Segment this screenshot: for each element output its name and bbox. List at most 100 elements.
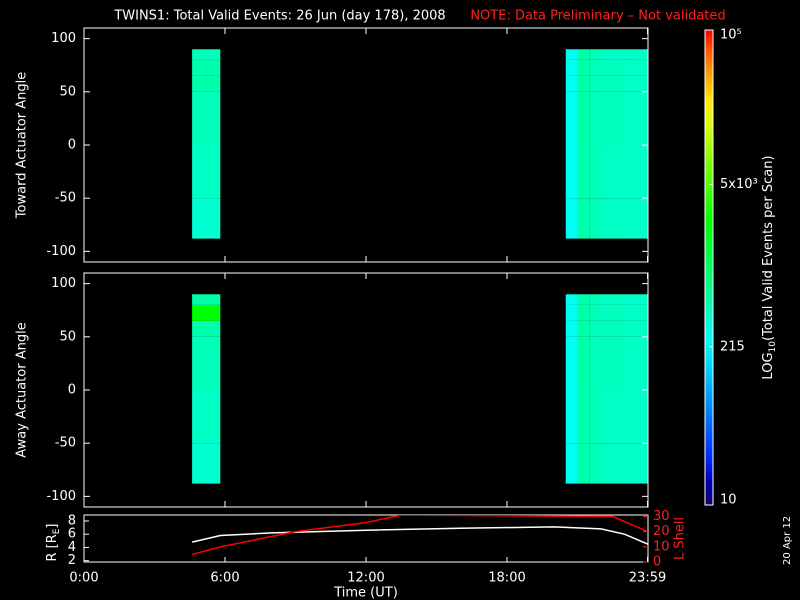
- heat-cell: [589, 294, 601, 305]
- heat-cell: [624, 336, 648, 390]
- label-part: LOG: [761, 352, 776, 379]
- heat-cell: [565, 145, 578, 199]
- heat-cell: [577, 304, 590, 321]
- colorbar-tick-label: 215: [720, 339, 745, 354]
- heat-cell: [624, 75, 648, 92]
- colorbar-tick-label: 5x10³: [720, 177, 758, 192]
- heat-cell: [589, 49, 601, 60]
- heat-cell: [624, 443, 648, 484]
- heat-cell: [589, 390, 601, 444]
- heat-cell: [565, 390, 578, 444]
- colorbar-tick-label: 10⁵: [720, 28, 742, 43]
- heat-cell: [601, 145, 625, 199]
- axis-label: R [RE]: [45, 523, 62, 561]
- heat-cell: [624, 320, 648, 337]
- y-tick-label: -50: [55, 436, 76, 451]
- y2-tick-label: 20: [653, 524, 670, 539]
- heat-cell: [601, 198, 625, 239]
- heat-cell: [192, 304, 221, 321]
- heat-cell: [601, 390, 625, 444]
- heat-cell: [577, 336, 590, 390]
- heat-cell: [601, 49, 625, 60]
- heat-cell: [577, 294, 590, 305]
- heat-cell: [601, 336, 625, 390]
- heat-cell: [601, 320, 625, 337]
- y-tick-label: -100: [46, 244, 76, 259]
- heat-cell: [192, 320, 221, 337]
- heat-cell: [589, 336, 601, 390]
- heat-cell: [192, 443, 221, 484]
- y2-tick-label: 0: [653, 555, 661, 570]
- heat-cell: [192, 59, 221, 76]
- heat-cell: [577, 390, 590, 444]
- heat-cell: [589, 304, 601, 321]
- y-axis-label: Away Actuator Angle: [15, 322, 30, 457]
- y-tick-label: 6: [68, 527, 76, 542]
- heat-cell: [565, 304, 578, 321]
- label-part: E: [52, 528, 62, 534]
- plot-frame: [83, 272, 649, 508]
- x-axis-label: Time (UT): [333, 586, 398, 600]
- x-tick-label: 18:00: [488, 571, 525, 586]
- heat-cell: [589, 443, 601, 484]
- heat-cell: [601, 304, 625, 321]
- plot-frame: [83, 27, 649, 263]
- heat-cell: [589, 145, 601, 199]
- y-tick-label: 0: [68, 138, 76, 153]
- heat-cell: [624, 304, 648, 321]
- axis-label: LOG10(Total Valid Events per Scan): [761, 155, 778, 379]
- date-stamp: 20 Apr 12: [782, 516, 793, 565]
- y-tick-label: 100: [51, 31, 76, 46]
- heat-cell: [601, 443, 625, 484]
- y2-tick-label: 30: [653, 509, 670, 524]
- heat-cell: [589, 198, 601, 239]
- y-tick-label: -100: [46, 489, 76, 504]
- series-line: [191, 515, 648, 556]
- heat-cell: [192, 198, 221, 239]
- heat-cell: [589, 75, 601, 92]
- x-tick-label: 23:59: [629, 571, 666, 586]
- heat-cell: [577, 145, 590, 199]
- y-tick-label: 8: [68, 513, 76, 528]
- y-tick-label: 0: [68, 383, 76, 398]
- series-line: [191, 526, 648, 545]
- y2-axis-label: L Shell: [673, 517, 688, 560]
- y2-tick-label: 10: [653, 539, 670, 554]
- heat-cell: [577, 91, 590, 145]
- heat-cell: [624, 390, 648, 444]
- heat-cell: [577, 443, 590, 484]
- heat-cell: [589, 59, 601, 76]
- heat-cell: [577, 49, 590, 60]
- heat-cell: [601, 294, 625, 305]
- heat-cell: [601, 59, 625, 76]
- heat-cell: [565, 198, 578, 239]
- heat-cell: [624, 49, 648, 60]
- heat-cell: [577, 59, 590, 76]
- heat-cell: [577, 198, 590, 239]
- y-axis-label: Toward Actuator Angle: [15, 72, 30, 219]
- label-part: ]: [45, 523, 60, 528]
- label-part: 10: [768, 341, 778, 353]
- x-tick-label: 12:00: [347, 571, 384, 586]
- note: NOTE: Data Preliminary – Not validated: [470, 9, 725, 24]
- heat-cell: [577, 320, 590, 337]
- heat-cell: [601, 91, 625, 145]
- y-tick-label: 50: [59, 84, 76, 99]
- heat-cell: [565, 49, 578, 60]
- heat-cell: [565, 336, 578, 390]
- heat-cell: [589, 320, 601, 337]
- heat-cell: [192, 49, 221, 60]
- heat-cell: [624, 59, 648, 76]
- colorbar-tick-label: 10: [720, 493, 737, 508]
- heat-cell: [192, 75, 221, 92]
- colorbar: [704, 29, 714, 506]
- heat-cell: [565, 75, 578, 92]
- y-tick-label: 2: [68, 553, 76, 568]
- heat-cell: [192, 390, 221, 444]
- heat-cell: [192, 294, 221, 305]
- heat-cell: [624, 91, 648, 145]
- heat-cell: [192, 145, 221, 199]
- heat-cell: [577, 75, 590, 92]
- label-part: (Total Valid Events per Scan): [761, 155, 776, 341]
